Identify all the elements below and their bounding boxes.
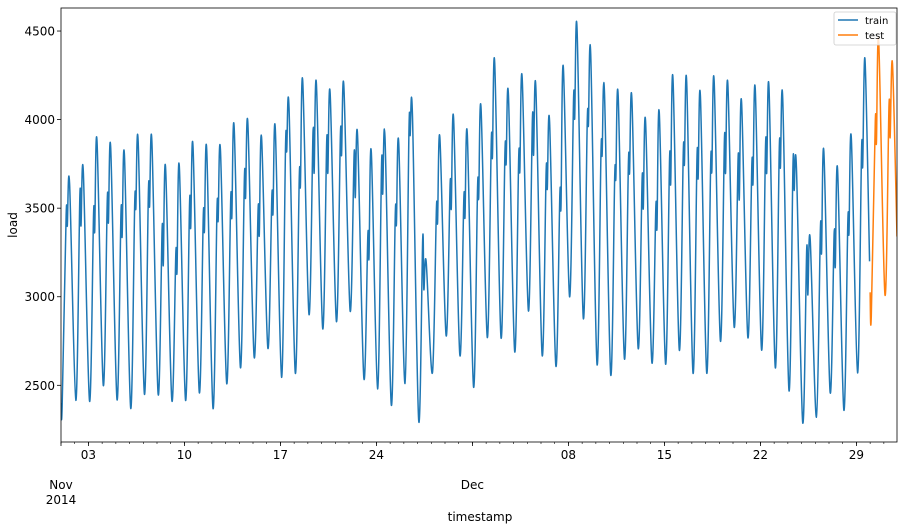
y-tick-label: 4500 [24,25,55,39]
y-tick-label: 4000 [24,113,55,127]
x-tick-label: 24 [369,448,384,462]
y-tick-label: 2500 [24,379,55,393]
x-tick-label: 29 [849,448,864,462]
x-month-label: Nov [49,478,72,492]
x-tick-label: 15 [657,448,672,462]
x-month-label: Dec [461,478,484,492]
legend-label-train: train [865,16,888,27]
x-tick-label: 08 [561,448,576,462]
plot-area-frame [60,7,898,443]
series-layer [61,20,897,424]
y-tick-label: 3000 [24,290,55,304]
x-tick-label: 22 [753,448,768,462]
y-tick-label: 3500 [24,202,55,216]
x-tick-label: 03 [81,448,96,462]
x-tick-label: 10 [177,448,192,462]
legend-label-test: test [865,31,884,42]
y-axis-title: load [6,212,20,238]
legend: train test [833,11,897,46]
x-year-label: 2014 [46,493,77,507]
x-axis-title: timestamp [448,510,513,524]
series-line-train [61,20,871,424]
x-tick-label: 17 [273,448,288,462]
y-axis: 2500 3000 3500 4000 4500 [24,25,61,393]
series-line-test [869,37,897,326]
